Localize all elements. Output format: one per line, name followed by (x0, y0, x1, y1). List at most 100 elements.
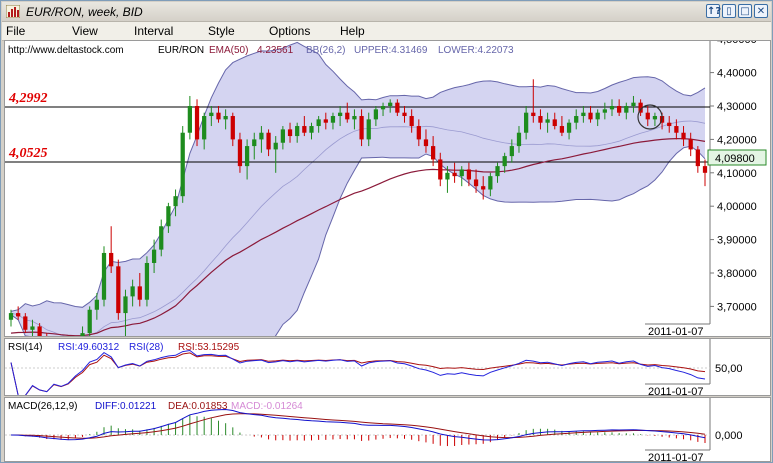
candle-body[interactable] (87, 309, 92, 334)
candle-body[interactable] (202, 116, 207, 140)
candle-body[interactable] (237, 139, 243, 167)
candle-body[interactable] (624, 106, 629, 113)
candle-body[interactable] (316, 119, 321, 127)
candle-body[interactable] (617, 106, 622, 113)
candle-body[interactable] (30, 326, 35, 330)
candle-body[interactable] (116, 266, 121, 314)
candle-body[interactable] (244, 146, 250, 167)
candle-body[interactable] (230, 116, 235, 140)
candle-body[interactable] (545, 119, 550, 123)
candle-body[interactable] (452, 172, 457, 177)
candle-body[interactable] (123, 296, 128, 314)
candle-body[interactable] (638, 102, 643, 113)
candle-body[interactable] (223, 116, 228, 120)
candle-body[interactable] (566, 122, 572, 133)
candle-body[interactable] (180, 132, 185, 197)
candle-body[interactable] (345, 112, 350, 120)
candle-body[interactable] (481, 186, 486, 190)
menu-style[interactable]: Style (208, 24, 235, 38)
candle-body[interactable] (373, 109, 379, 120)
candle-body[interactable] (194, 106, 200, 140)
candle-body[interactable] (252, 139, 257, 147)
candle-body[interactable] (674, 126, 679, 133)
candle-body[interactable] (416, 126, 421, 140)
candle-body[interactable] (337, 112, 343, 117)
candle-body[interactable] (702, 166, 708, 173)
candle-body[interactable] (552, 119, 557, 127)
candle-body[interactable] (466, 169, 472, 180)
candle-body[interactable] (287, 129, 293, 137)
candle-body[interactable] (266, 132, 271, 150)
candle-body[interactable] (330, 116, 336, 123)
price-panel[interactable]: http://www.deltastock.com EUR/RON EMA(50… (4, 40, 771, 337)
candle-body[interactable] (473, 179, 479, 187)
candle-body[interactable] (309, 126, 314, 133)
candle-body[interactable] (380, 106, 386, 110)
candle-body[interactable] (295, 126, 300, 137)
candle-body[interactable] (423, 139, 429, 147)
candle-body[interactable] (402, 112, 407, 117)
candle-body[interactable] (588, 112, 593, 120)
candle-body[interactable] (516, 132, 522, 147)
candle-body[interactable] (652, 116, 658, 120)
candle-body[interactable] (438, 159, 443, 180)
minimize-button[interactable]: ▯ (722, 4, 736, 18)
candle-body[interactable] (37, 326, 42, 337)
candle-body[interactable] (8, 313, 14, 320)
candle-body[interactable] (16, 313, 21, 317)
candle-body[interactable] (409, 116, 414, 127)
candle-body[interactable] (209, 112, 214, 117)
macd-panel[interactable]: MACD(26,12,9) DIFF:0.01221 DEA:0.01853 M… (4, 397, 771, 462)
candle-body[interactable] (445, 172, 450, 180)
candle-body[interactable] (602, 109, 607, 113)
candle-body[interactable] (502, 156, 507, 167)
rsi-chart[interactable]: RSI(14) RSI:49.60312 RSI(28) RSI:53.1529… (5, 339, 771, 396)
candle-body[interactable] (495, 166, 500, 177)
candle-body[interactable] (80, 333, 85, 337)
candle-body[interactable] (352, 116, 357, 120)
candle-body[interactable] (366, 119, 371, 140)
candle-body[interactable] (302, 126, 307, 133)
candle-body[interactable] (688, 139, 693, 150)
candle-body[interactable] (216, 112, 221, 120)
title-bar[interactable]: EUR/RON, week, BID ↑? ▯ □ ✕ (2, 2, 771, 22)
candle-body[interactable] (130, 286, 135, 297)
menu-options[interactable]: Options (269, 24, 311, 38)
maximize-button[interactable]: □ (738, 4, 752, 18)
candle-body[interactable] (101, 252, 107, 300)
candle-body[interactable] (395, 102, 400, 113)
candle-body[interactable] (273, 142, 278, 150)
candle-body[interactable] (109, 252, 114, 267)
candle-body[interactable] (631, 102, 636, 106)
candle-body[interactable] (459, 169, 464, 177)
candle-body[interactable] (323, 119, 328, 123)
candle-body[interactable] (538, 116, 543, 123)
candle-body[interactable] (388, 102, 393, 106)
candle-body[interactable] (280, 129, 286, 143)
candle-body[interactable] (488, 176, 493, 190)
candle-body[interactable] (137, 286, 142, 300)
candle-body[interactable] (609, 106, 615, 110)
price-chart[interactable]: http://www.deltastock.com EUR/RON EMA(50… (5, 41, 771, 337)
candle-body[interactable] (151, 249, 157, 263)
menu-help[interactable]: Help (340, 24, 365, 38)
menu-interval[interactable]: Interval (134, 24, 174, 38)
candle-body[interactable] (581, 112, 586, 117)
candle-body[interactable] (667, 122, 672, 127)
candle-body[interactable] (595, 112, 600, 120)
candle-body[interactable] (574, 116, 579, 123)
candle-body[interactable] (645, 112, 650, 120)
candle-body[interactable] (159, 226, 164, 250)
candle-body[interactable] (531, 112, 536, 117)
candle-body[interactable] (144, 262, 150, 300)
candle-body[interactable] (509, 146, 514, 157)
candle-body[interactable] (681, 132, 686, 140)
candle-body[interactable] (166, 206, 171, 227)
menu-file[interactable]: File (6, 24, 26, 38)
candle-body[interactable] (695, 149, 700, 167)
help-context-button[interactable]: ↑? (706, 4, 722, 18)
candle-body[interactable] (359, 116, 364, 140)
menu-view[interactable]: View (72, 24, 98, 38)
candle-body[interactable] (23, 316, 28, 330)
close-button[interactable]: ✕ (754, 4, 768, 18)
